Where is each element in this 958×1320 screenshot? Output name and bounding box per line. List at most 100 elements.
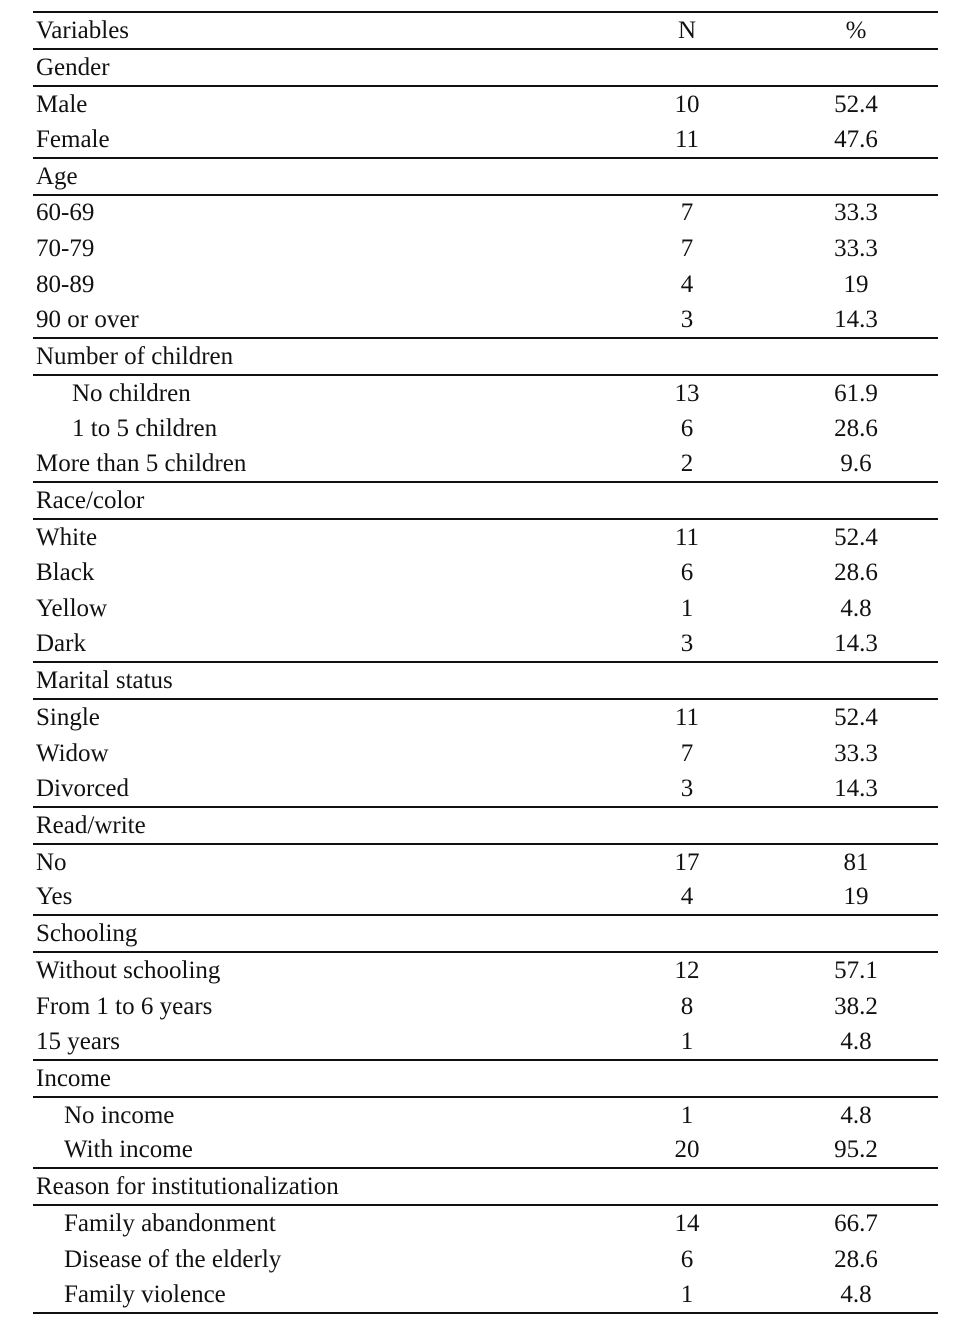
data-row: Female 11 47.6 <box>33 122 938 158</box>
table-body: Variables N % Gender Male 10 52.4 Female 11 47… <box>33 12 938 1313</box>
count-cell: 7 <box>680 739 694 767</box>
count-cell: 20 <box>674 1136 700 1164</box>
variable-label: Without schooling <box>36 957 221 985</box>
count-cell: 3 <box>680 305 694 333</box>
data-row: 1 to 5 children 6 28.6 <box>33 411 938 447</box>
data-row: No 17 81 <box>33 844 938 880</box>
section-title: Reason for institutionalization <box>36 1173 339 1201</box>
count-cell: 10 <box>674 90 700 118</box>
section-row: Income <box>33 1059 938 1097</box>
data-row: From 1 to 6 years 8 38.2 <box>33 988 938 1024</box>
count-cell: 3 <box>680 630 694 658</box>
count-cell: 11 <box>674 524 700 552</box>
section-row: Gender <box>33 49 938 86</box>
variable-label: Yellow <box>36 595 108 623</box>
data-row: 70-79 7 33.3 <box>33 230 938 266</box>
count-cell: 6 <box>680 1245 694 1273</box>
percent-cell: 33.3 <box>834 199 878 227</box>
percent-cell: 4.8 <box>840 595 872 623</box>
variable-label: 1 to 5 children <box>72 414 218 442</box>
percent-cell: 28.6 <box>834 414 878 442</box>
section-row: Number of children <box>33 337 938 375</box>
variable-label: 70-79 <box>36 234 95 262</box>
variable-label: 90 or over <box>36 305 139 333</box>
percent-cell: 28.6 <box>834 1245 878 1273</box>
count-cell: 17 <box>674 848 700 876</box>
percent-cell: 52.4 <box>834 704 878 732</box>
data-row: Without schooling 12 57.1 <box>33 952 938 988</box>
percent-cell: 28.6 <box>834 559 878 587</box>
percent-cell: 19 <box>843 270 869 298</box>
variable-label: Dark <box>36 630 86 658</box>
count-cell: 3 <box>680 774 694 802</box>
section-title: Number of children <box>36 342 234 370</box>
variable-label: Yes <box>36 883 73 911</box>
variable-label: White <box>36 524 98 552</box>
data-row: Family abandonment 14 66.7 <box>33 1205 938 1241</box>
section-title: Income <box>36 1064 111 1092</box>
data-row: Dark 3 14.3 <box>33 627 938 663</box>
variable-label: Widow <box>36 739 109 767</box>
header-row: Variables N % <box>33 12 938 49</box>
section-row: Read/write <box>33 806 938 844</box>
data-row: Black 6 28.6 <box>33 555 938 591</box>
count-cell: 4 <box>680 883 694 911</box>
percent-cell: 33.3 <box>834 234 878 262</box>
variable-label: Black <box>36 559 95 587</box>
variable-label: Female <box>36 125 110 153</box>
header-cell: Variables <box>36 17 130 44</box>
header-cell: % <box>845 17 867 44</box>
section-title: Age <box>36 162 78 190</box>
data-row: No income 1 4.8 <box>33 1097 938 1133</box>
count-cell: 11 <box>674 125 700 153</box>
count-cell: 13 <box>674 379 700 407</box>
count-cell: 12 <box>674 957 700 985</box>
count-cell: 7 <box>680 199 694 227</box>
variable-label: Family abandonment <box>64 1210 276 1238</box>
data-row: No children 13 61.9 <box>33 375 938 411</box>
percent-cell: 4.8 <box>840 1027 872 1055</box>
section-title: Gender <box>36 54 110 81</box>
count-cell: 2 <box>680 450 694 478</box>
variable-label: More than 5 children <box>36 450 247 478</box>
variable-label: No children <box>72 379 191 407</box>
count-cell: 4 <box>680 270 694 298</box>
count-cell: 1 <box>680 1101 694 1129</box>
variable-label: 15 years <box>36 1027 120 1055</box>
data-row: More than 5 children 2 9.6 <box>33 446 938 482</box>
percent-cell: 61.9 <box>834 379 878 407</box>
data-row: With income 20 95.2 <box>33 1133 938 1169</box>
percent-cell: 52.4 <box>834 90 878 118</box>
count-cell: 8 <box>680 992 694 1020</box>
data-row: Yes 4 19 <box>33 880 938 916</box>
data-row: Widow 7 33.3 <box>33 735 938 771</box>
section-row: Schooling <box>33 915 938 953</box>
variable-label: With income <box>64 1136 193 1164</box>
percent-cell: 47.6 <box>834 125 878 153</box>
data-row: 15 years 1 4.8 <box>33 1024 938 1060</box>
section-title: Schooling <box>36 920 138 948</box>
percent-cell: 38.2 <box>834 992 878 1020</box>
percent-cell: 14.3 <box>834 630 878 658</box>
count-cell: 7 <box>680 234 694 262</box>
variable-label: 80-89 <box>36 270 95 298</box>
data-row: Family violence 1 4.8 <box>33 1277 938 1313</box>
data-row: White 11 52.4 <box>33 519 938 555</box>
count-cell: 11 <box>674 704 700 732</box>
count-cell: 6 <box>680 414 694 442</box>
percent-cell: 66.7 <box>834 1210 878 1238</box>
section-title: Marital status <box>36 667 173 695</box>
data-row: Divorced 3 14.3 <box>33 771 938 807</box>
percent-cell: 81 <box>843 848 869 876</box>
section-row: Marital status <box>33 662 938 700</box>
variable-label: Male <box>36 90 88 118</box>
percent-cell: 4.8 <box>840 1101 872 1129</box>
section-row: Age <box>33 157 938 195</box>
percent-cell: 52.4 <box>834 524 878 552</box>
variable-label: 60-69 <box>36 199 95 227</box>
count-cell: 1 <box>680 1027 694 1055</box>
percent-cell: 14.3 <box>834 305 878 333</box>
section-title: Read/write <box>36 811 146 839</box>
variable-label: Disease of the elderly <box>64 1245 282 1273</box>
